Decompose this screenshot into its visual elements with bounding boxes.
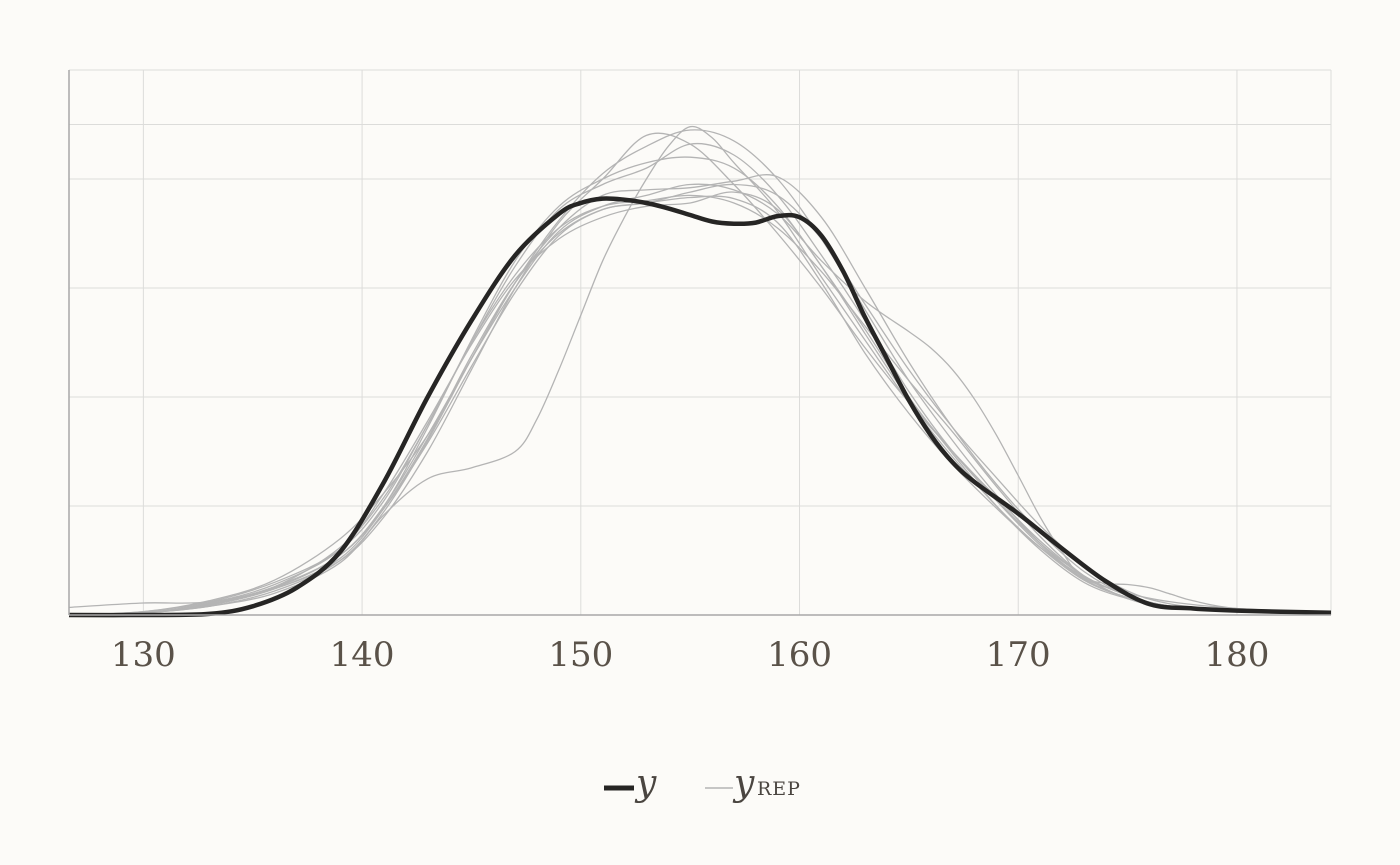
replicated-density-lines	[68, 125, 1332, 616]
x-tick-label: 130	[111, 635, 176, 675]
grid	[69, 69, 1332, 616]
replicated-density-line-2	[68, 129, 1332, 616]
replicated-density-line-8	[68, 191, 1332, 616]
x-tick-label: 140	[330, 635, 395, 675]
replicated-density-line-5	[68, 132, 1332, 616]
replicated-density-line-4	[68, 156, 1332, 616]
legend-subscript-rep: REP	[757, 778, 801, 800]
legend: y y REP	[604, 763, 801, 804]
replicated-density-line-10	[68, 183, 1332, 616]
observed-density-line-group	[68, 196, 1332, 618]
replicated-density-line-7	[68, 174, 1332, 616]
x-tick-label: 150	[548, 635, 613, 675]
axes	[68, 70, 1331, 616]
replicated-density-line-3	[68, 142, 1332, 616]
replicated-density-line-6	[68, 183, 1332, 616]
x-tick-labels: 130 140 150 160 170 180	[111, 635, 1269, 675]
observed-density-line	[68, 196, 1332, 618]
replicated-density-line-1	[68, 194, 1332, 614]
x-tick-label: 170	[986, 635, 1051, 675]
replicated-density-line-11	[68, 195, 1332, 616]
x-tick-label: 160	[767, 635, 832, 675]
legend-label-yrep: y	[732, 763, 755, 804]
x-tick-label: 180	[1204, 635, 1269, 675]
legend-label-y: y	[634, 763, 657, 804]
